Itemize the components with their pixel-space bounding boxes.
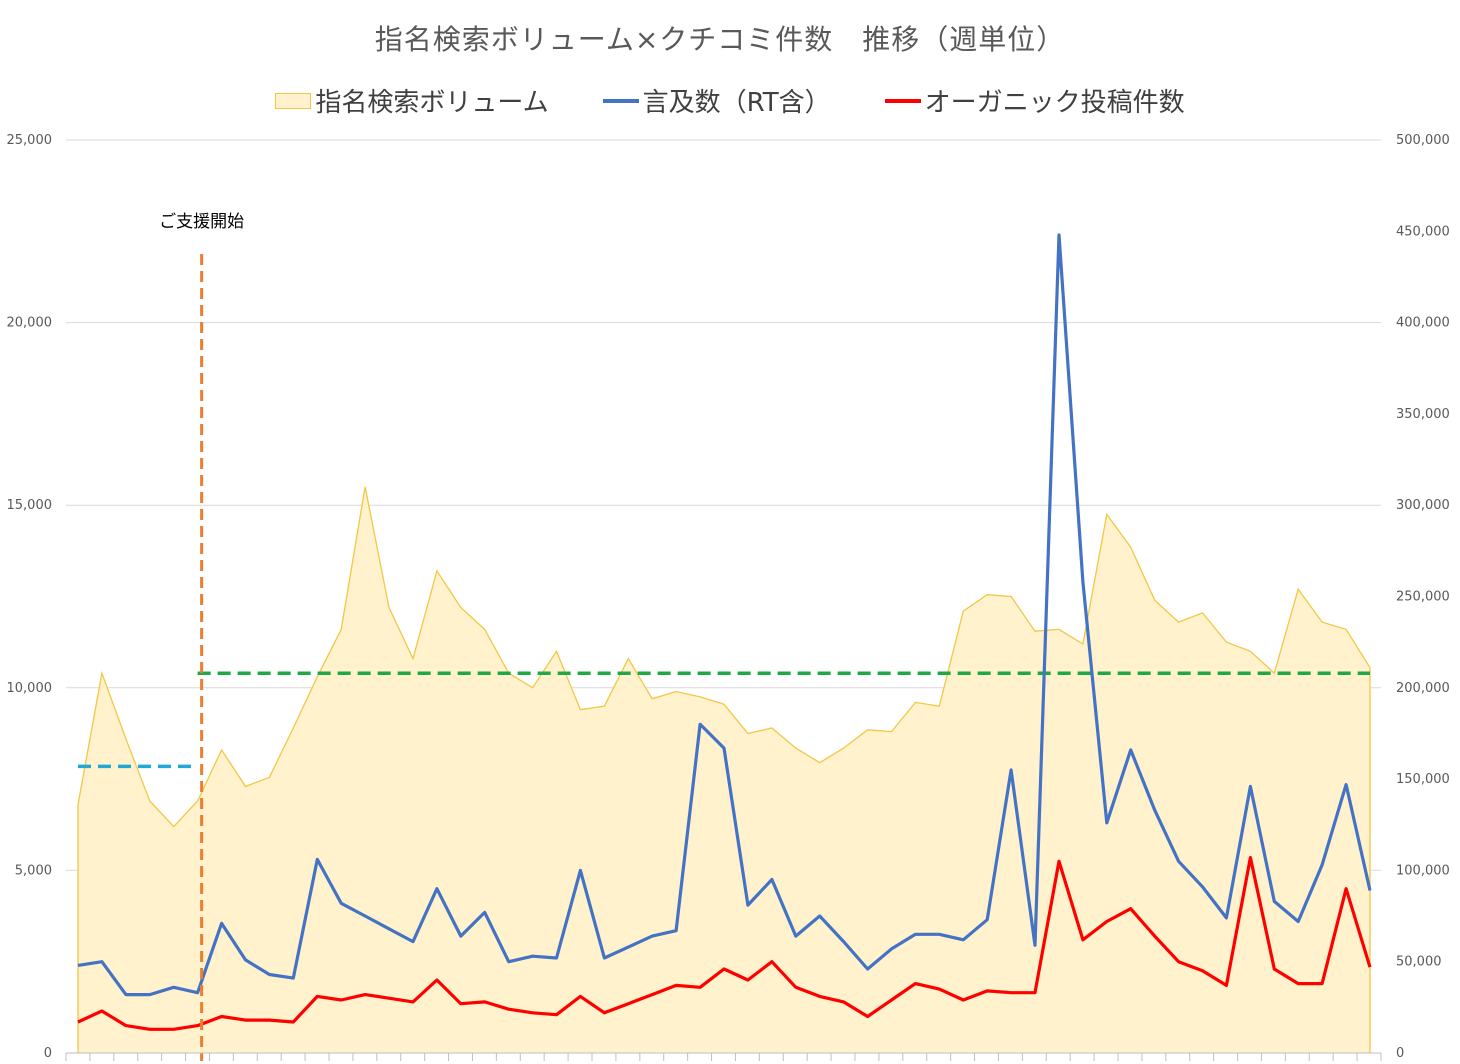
search-volume-outline <box>77 486 1371 828</box>
legend-item-organic-posts: オーガニック投稿件数 <box>884 82 1185 119</box>
left-axis-tick-label: 15,000 <box>7 498 53 513</box>
right-axis-tick-label: 400,000 <box>1396 316 1450 331</box>
chart-title: 指名検索ボリューム×クチコミ件数 推移（週単位） <box>374 23 1066 56</box>
legend-item-mentions: 言及数（RT含） <box>602 82 831 119</box>
legend-label-search-volume: 指名検索ボリューム <box>315 88 549 118</box>
left-axis-tick-label: 20,000 <box>7 316 53 331</box>
right-axis-tick-label: 150,000 <box>1396 772 1450 787</box>
left-axis-tick-label: 0 <box>44 1046 52 1061</box>
right-axis-tick-label: 350,000 <box>1396 407 1450 422</box>
right-axis-tick-label: 300,000 <box>1396 498 1450 513</box>
left-axis-tick-label: 10,000 <box>7 681 53 696</box>
left-axis-tick-label: 5,000 <box>15 863 52 878</box>
right-axis-tick-label: 450,000 <box>1396 224 1450 239</box>
legend-swatch-red-line <box>884 98 921 103</box>
organic-posts-line <box>77 856 1372 1031</box>
right-axis-tick-label: 100,000 <box>1396 863 1450 878</box>
right-axis-tick-label: 250,000 <box>1396 590 1450 605</box>
search-volume-area <box>78 486 1370 1053</box>
legend-item-search-volume: 指名検索ボリューム <box>275 82 549 119</box>
legend: 指名検索ボリューム 言及数（RT含） オーガニック投稿件数 <box>0 82 1460 119</box>
mentions-line <box>77 233 1372 997</box>
right-axis-tick-label: 500,000 <box>1396 133 1450 148</box>
right-axis-tick-label: 50,000 <box>1396 955 1442 970</box>
support-start-label: ご支援開始 <box>159 212 244 232</box>
right-axis-tick-label: 200,000 <box>1396 681 1450 696</box>
legend-label-organic-posts: オーガニック投稿件数 <box>924 88 1185 118</box>
left-axis-tick-label: 25,000 <box>7 133 53 148</box>
legend-swatch-blue-line <box>602 98 639 103</box>
legend-swatch-area <box>275 92 312 109</box>
legend-label-mentions: 言及数（RT含） <box>642 88 831 118</box>
right-axis-tick-label: 0 <box>1396 1046 1404 1061</box>
